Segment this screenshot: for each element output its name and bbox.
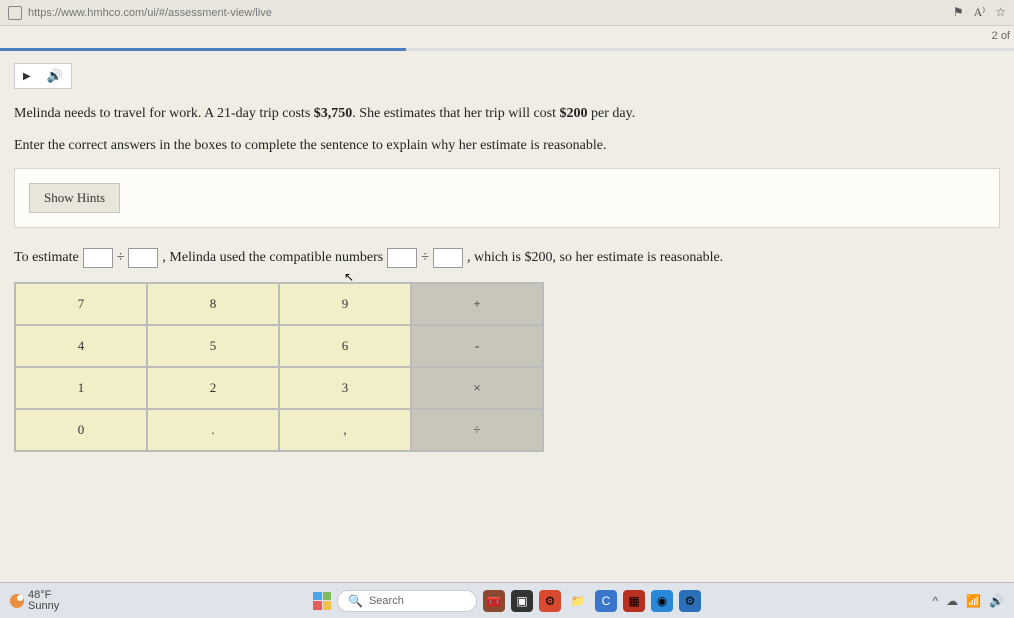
answer-blank-2[interactable]: [128, 248, 158, 268]
key-6[interactable]: 6: [279, 325, 411, 367]
answer-blank-3[interactable]: [387, 248, 417, 268]
url-text: https://www.hmhco.com/ui/#/assessment-vi…: [28, 7, 272, 19]
page-indicator: 2 of: [992, 30, 1010, 42]
flag-icon[interactable]: ⚑: [953, 5, 964, 20]
browser-action-icons: ⚑ A⁾ ☆: [953, 5, 1006, 20]
key-3[interactable]: 3: [279, 367, 411, 409]
play-icon[interactable]: ▶: [23, 71, 31, 82]
windows-taskbar: 48°F Sunny 🔍 Search 🧰 ▣ ⚙ 📁 C ▦ ◉ ⚙ ^ ☁ …: [0, 582, 1014, 618]
key-dot[interactable]: .: [147, 409, 279, 451]
system-tray: ^ ☁ 📶 🔊: [932, 594, 1004, 608]
tray-volume-icon[interactable]: 🔊: [989, 594, 1004, 608]
speaker-icon[interactable]: 🔊: [47, 68, 63, 84]
weather-temp: 48°F: [28, 590, 59, 601]
q-text: per day.: [588, 106, 636, 121]
keypad-col-2: 8 5 2 .: [147, 283, 279, 451]
keypad-col-3: 9 6 3 ,: [279, 283, 411, 451]
key-2[interactable]: 2: [147, 367, 279, 409]
taskbar-center: 🔍 Search 🧰 ▣ ⚙ 📁 C ▦ ◉ ⚙: [313, 590, 701, 612]
search-icon: 🔍: [348, 594, 363, 608]
taskbar-app-1[interactable]: 🧰: [483, 590, 505, 612]
favorite-icon[interactable]: ☆: [995, 5, 1006, 20]
q-text: . She estimates that her trip will cost: [352, 106, 559, 121]
key-1[interactable]: 1: [15, 367, 147, 409]
q-perday: $200: [560, 106, 588, 121]
taskbar-app-6[interactable]: ▦: [623, 590, 645, 612]
key-minus[interactable]: -: [411, 325, 543, 367]
keypad-col-1: 7 4 1 0: [15, 283, 147, 451]
audio-controls: ▶ 🔊: [14, 63, 72, 89]
taskbar-app-7[interactable]: ◉: [651, 590, 673, 612]
key-divide[interactable]: ÷: [411, 409, 543, 451]
weather-icon: [10, 594, 24, 608]
taskbar-app-3[interactable]: ⚙: [539, 590, 561, 612]
key-comma[interactable]: ,: [279, 409, 411, 451]
start-button[interactable]: [313, 592, 331, 610]
taskbar-app-2[interactable]: ▣: [511, 590, 533, 612]
assessment-progress-bar: 2 of: [0, 48, 1014, 51]
weather-widget[interactable]: 48°F Sunny: [10, 590, 59, 612]
browser-address-bar: https://www.hmhco.com/ui/#/assessment-vi…: [0, 0, 1014, 26]
answer-sentence: To estimate ÷ , Melinda used the compati…: [14, 248, 1000, 268]
answer-text: To estimate: [14, 250, 79, 266]
key-multiply[interactable]: ×: [411, 367, 543, 409]
divide-symbol: ÷: [117, 250, 125, 266]
key-7[interactable]: 7: [15, 283, 147, 325]
tray-onedrive-icon[interactable]: ☁: [946, 594, 958, 608]
answer-text: , Melinda used the compatible numbers: [162, 250, 383, 266]
weather-cond: Sunny: [28, 601, 59, 612]
question-line-2: Enter the correct answers in the boxes t…: [14, 135, 1000, 157]
question-content: ▶ 🔊 Melinda needs to travel for work. A …: [0, 51, 1014, 464]
taskbar-app-4[interactable]: 📁: [567, 590, 589, 612]
q-text: Melinda needs to travel for work. A 21-d…: [14, 106, 314, 121]
progress-fill: [0, 48, 406, 51]
answer-blank-1[interactable]: [83, 248, 113, 268]
number-keypad: 7 4 1 0 8 5 2 . 9 6 3 , + - × ÷: [14, 282, 544, 452]
tray-chevron-icon[interactable]: ^: [932, 594, 938, 608]
key-5[interactable]: 5: [147, 325, 279, 367]
answer-text: , which is $200, so her estimate is reas…: [467, 250, 723, 266]
key-4[interactable]: 4: [15, 325, 147, 367]
tray-network-icon[interactable]: 📶: [966, 594, 981, 608]
taskbar-search[interactable]: 🔍 Search: [337, 590, 477, 612]
cursor-icon: ↖: [344, 270, 354, 285]
key-8[interactable]: 8: [147, 283, 279, 325]
read-aloud-icon[interactable]: A⁾: [974, 5, 986, 20]
taskbar-app-8[interactable]: ⚙: [679, 590, 701, 612]
key-9[interactable]: 9: [279, 283, 411, 325]
tab-icon[interactable]: [8, 6, 22, 20]
keypad-ops-col: + - × ÷: [411, 283, 543, 451]
show-hints-button[interactable]: Show Hints: [29, 183, 120, 213]
taskbar-app-5[interactable]: C: [595, 590, 617, 612]
q-cost: $3,750: [314, 106, 353, 121]
key-0[interactable]: 0: [15, 409, 147, 451]
search-placeholder: Search: [369, 595, 404, 607]
key-plus[interactable]: +: [411, 283, 543, 325]
answer-blank-4[interactable]: [433, 248, 463, 268]
divide-symbol: ÷: [421, 250, 429, 266]
question-line-1: Melinda needs to travel for work. A 21-d…: [14, 103, 1000, 125]
hints-container: Show Hints: [14, 168, 1000, 228]
